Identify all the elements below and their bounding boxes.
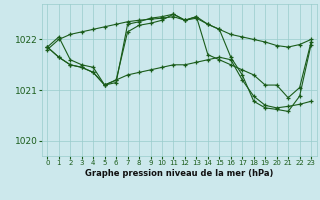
X-axis label: Graphe pression niveau de la mer (hPa): Graphe pression niveau de la mer (hPa) bbox=[85, 169, 273, 178]
